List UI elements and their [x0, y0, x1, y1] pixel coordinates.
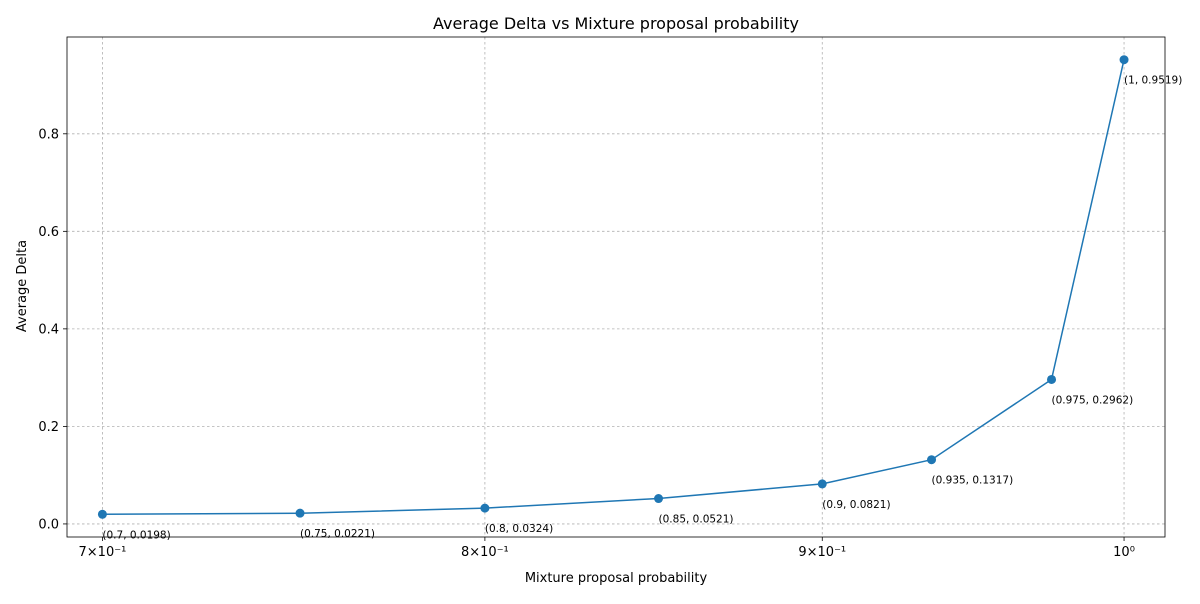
chart-title: Average Delta vs Mixture proposal probab… — [433, 14, 799, 33]
y-tick-label: 0.0 — [38, 517, 59, 532]
y-tick-label: 0.4 — [38, 322, 59, 337]
x-tick-label: 8×10⁻¹ — [461, 545, 509, 560]
plot-frame — [66, 36, 1166, 538]
data-point — [97, 509, 107, 519]
data-point — [1119, 55, 1129, 65]
y-tick-label: 0.8 — [38, 127, 59, 142]
data-point — [295, 508, 305, 518]
data-point — [480, 503, 490, 513]
data-point-label: (0.975, 0.2962) — [1052, 394, 1134, 406]
data-point — [1047, 374, 1057, 384]
data-point-label: (1, 0.9519) — [1124, 75, 1182, 87]
y-tick-label: 0.6 — [38, 225, 59, 240]
y-tick-label: 0.2 — [38, 420, 59, 435]
x-axis-label: Mixture proposal probability — [525, 571, 708, 586]
y-axis-ticks: 0.0 0.2 0.4 0.6 0.8 — [38, 127, 67, 532]
series-line — [102, 59, 1125, 516]
data-point-label: (0.85, 0.0521) — [659, 514, 734, 526]
series-layer — [102, 59, 1125, 516]
data-point — [817, 479, 827, 489]
data-point-label: (0.7, 0.0198) — [102, 529, 170, 541]
data-point-label: (0.8, 0.0324) — [485, 523, 553, 535]
x-tick-label: 7×10⁻¹ — [79, 545, 127, 560]
data-point-label: (0.75, 0.0221) — [300, 528, 375, 540]
data-point-label: (0.935, 0.1317) — [932, 475, 1014, 487]
x-axis-ticks: 7×10⁻¹ 8×10⁻¹ 9×10⁻¹ 10⁰ — [79, 537, 1135, 560]
data-point-label: (0.9, 0.0821) — [822, 499, 890, 511]
x-tick-label: 9×10⁻¹ — [798, 545, 846, 560]
y-axis-label: Average Delta — [15, 240, 30, 332]
data-point — [654, 494, 664, 504]
x-tick-label: 10⁰ — [1113, 545, 1135, 560]
point-labels: (0.7, 0.0198) (0.75, 0.0221) (0.8, 0.0324)… — [102, 75, 1182, 542]
data-point — [927, 455, 937, 465]
markers — [97, 55, 1129, 519]
grid — [67, 37, 1165, 537]
